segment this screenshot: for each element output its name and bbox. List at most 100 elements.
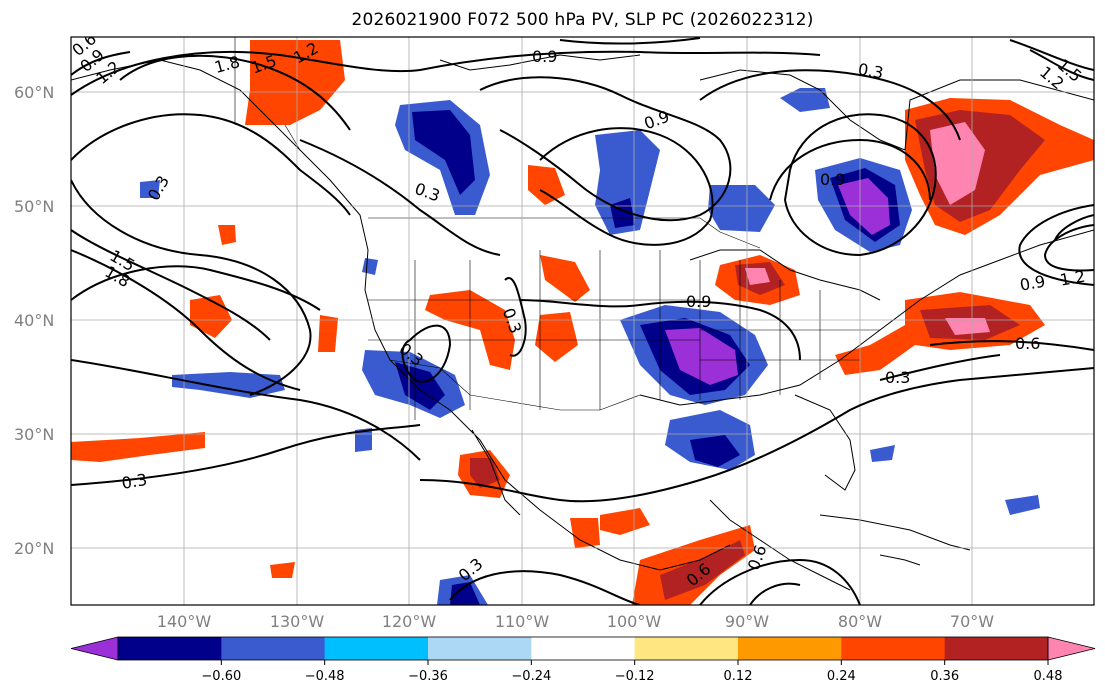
contour-label: 0.3 <box>856 59 884 82</box>
colorbar-segment <box>324 637 429 660</box>
pv-positive-area <box>930 122 985 205</box>
pv-positive-area <box>570 518 600 548</box>
pv-positive-area <box>945 318 990 335</box>
longitude-labels: 140°W 130°W 120°W 110°W 100°W 90°W 80°W … <box>157 612 994 631</box>
slp-contour <box>1043 224 1094 272</box>
slp-contour <box>749 582 801 605</box>
contour-label: 0.6 <box>1015 334 1040 353</box>
latitude-labels: 60°N 50°N 40°N 30°N 20°N <box>14 83 54 558</box>
colorbar-tick-label: −0.24 <box>511 669 551 684</box>
pv-negative-area <box>610 198 635 228</box>
pv-positive-area <box>528 165 565 205</box>
colorbar-arrow-high <box>1047 636 1096 661</box>
lon-label: 140°W <box>157 612 212 631</box>
colorbar-segment <box>531 637 636 660</box>
contour-label: 0.3 <box>120 470 148 493</box>
colorbar-tick-label: −0.60 <box>201 669 241 684</box>
pv-negative-area <box>1005 495 1040 515</box>
slp-contour <box>71 249 301 391</box>
slp-contour <box>769 138 931 201</box>
slp-contour <box>699 69 961 141</box>
lat-label: 20°N <box>14 539 54 558</box>
slp-contour <box>1054 214 1094 241</box>
slp-contour <box>419 367 1094 503</box>
lon-label: 90°W <box>725 612 769 631</box>
lon-label: 70°W <box>950 612 994 631</box>
pv-positive-area <box>535 312 578 362</box>
colorbar-segment <box>738 637 842 660</box>
pv-negative-area <box>665 328 738 385</box>
colorbar-tick-label: 0.24 <box>827 669 856 684</box>
slp-contour <box>539 127 714 246</box>
slp-contour <box>879 354 1001 381</box>
colorbar-tick-label: 0.36 <box>930 669 959 684</box>
colorbar-tick-label: 0.12 <box>724 669 753 684</box>
colorbar-tick-label: 0.48 <box>1034 669 1063 684</box>
slp-contour <box>559 37 701 45</box>
pv-positive-area <box>660 540 745 600</box>
slp-contour <box>519 299 801 361</box>
slp-contour <box>71 359 421 461</box>
slp-contour <box>71 179 312 396</box>
lon-label: 120°W <box>382 612 437 631</box>
lon-label: 110°W <box>495 612 550 631</box>
slp-contour <box>71 113 351 216</box>
slp-contour <box>699 558 861 605</box>
colorbar-segment <box>634 637 739 660</box>
colorbar-tick-label: −0.48 <box>305 669 345 684</box>
lat-label: 50°N <box>14 197 54 216</box>
colorbar: −0.60 −0.48 −0.36 −0.24 −0.12 0.12 0.24 0.36 0.4… <box>70 636 1096 684</box>
gridlines <box>71 37 1094 605</box>
contour-label: 0.3 <box>885 368 910 387</box>
political-borders <box>234 37 880 420</box>
pv-negative-area <box>690 435 740 467</box>
map-title: 2026021900 F072 500 hPa PV, SLP PC (2026… <box>351 10 814 30</box>
pv-positive-area <box>71 432 205 462</box>
pv-negative-area <box>412 110 475 195</box>
pv-negative-area <box>780 88 830 112</box>
slp-contour <box>71 424 421 486</box>
lat-label: 60°N <box>14 83 54 102</box>
colorbar-segment <box>118 637 222 660</box>
contour-label: 0.9 <box>820 170 845 189</box>
contour-label: 0.9 <box>532 47 557 66</box>
pv-shading <box>71 40 1094 605</box>
pv-negative-area <box>870 445 895 462</box>
lon-label: 130°W <box>270 612 325 631</box>
slp-contour <box>1029 49 1094 81</box>
slp-contour <box>401 324 452 383</box>
map-area[interactable]: 0.6 0.9 1.2 1.8 1.5 1.2 0.9 0.9 0.3 1.5 … <box>68 29 1094 605</box>
slp-contour <box>71 229 271 341</box>
slp-contour <box>119 54 351 131</box>
slp-contour <box>71 50 821 96</box>
colorbar-tick-label: −0.12 <box>615 669 655 684</box>
lat-label: 40°N <box>14 311 54 330</box>
slp-contour <box>299 139 501 256</box>
colorbar-segment <box>944 637 1049 660</box>
colorbar-segment <box>221 637 326 660</box>
contour-label: 0.9 <box>1018 272 1046 295</box>
contour-label: 1.2 <box>1058 267 1086 290</box>
slp-contour <box>71 51 131 76</box>
pv-positive-area <box>425 290 515 370</box>
pv-positive-area <box>600 508 650 535</box>
slp-contour <box>449 570 641 605</box>
slp-contours <box>71 37 1094 605</box>
pv-positive-area <box>270 562 295 578</box>
pv-negative-area <box>450 582 480 605</box>
pv-negative-area <box>140 180 160 198</box>
slp-contour <box>479 76 732 222</box>
pv-positive-area <box>745 268 770 285</box>
slp-contour <box>71 265 321 311</box>
colorbar-arrow-low <box>70 636 119 661</box>
pv-positive-area <box>218 225 236 245</box>
contour-label: 0.9 <box>686 292 711 311</box>
pv-negative-area <box>708 185 775 232</box>
pv-positive-area <box>318 315 338 352</box>
colorbar-segment <box>841 637 946 660</box>
map-frame <box>70 36 1095 606</box>
colorbar-segment <box>428 637 532 660</box>
slp-contour <box>783 113 937 257</box>
slp-contour <box>1009 39 1094 71</box>
